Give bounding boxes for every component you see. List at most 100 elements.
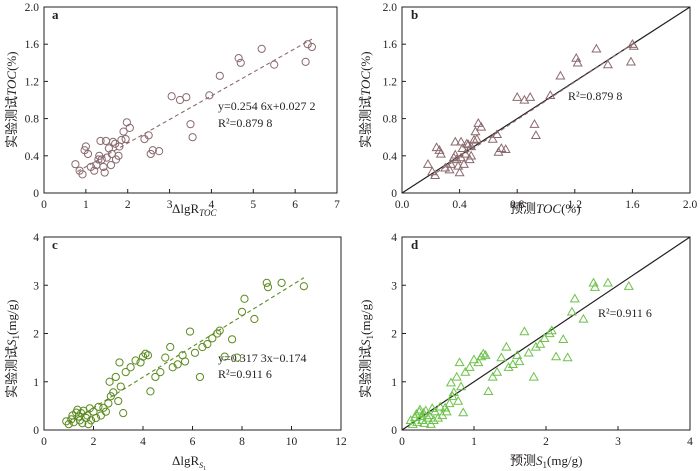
panel-d-point xyxy=(453,395,464,405)
panel-c-point xyxy=(250,314,259,324)
panel-a-equation: y=0.254 6x+0.027 2 xyxy=(218,99,316,113)
panel-c-point xyxy=(111,372,120,382)
panel-d-point xyxy=(420,405,431,415)
panel-a-r2: R²=0.879 8 xyxy=(218,116,272,130)
svg-text:预测TOC(%): 预测TOC(%) xyxy=(510,201,581,216)
panel-b-identity-line xyxy=(401,6,691,194)
panel-c-point xyxy=(263,283,273,292)
panel-b-ytick-label: 1.6 xyxy=(383,39,398,51)
panel-c-point xyxy=(69,418,78,427)
panel-d-r2: R²=0.911 6 xyxy=(598,306,652,320)
panel-d-point xyxy=(427,403,438,412)
panel-b-xtick-label: 0.8 xyxy=(510,199,525,211)
panel-d-point xyxy=(454,357,465,367)
panel-d-point xyxy=(578,313,589,323)
panel-c-point xyxy=(67,415,76,424)
panel-d-point xyxy=(432,412,444,422)
panel-b-point xyxy=(435,148,446,158)
panel-b-xtick-label: 0.4 xyxy=(452,199,467,211)
panel-d-point xyxy=(558,334,569,343)
panel-c-point xyxy=(185,327,195,336)
panel-a-point xyxy=(97,155,106,164)
panel-a-point xyxy=(117,135,126,145)
panel-b-ytick-label: 1.2 xyxy=(383,76,398,88)
panel-a-point xyxy=(83,149,93,159)
panel-b-point xyxy=(491,129,503,139)
panel-d-ytick-label: 0 xyxy=(391,425,397,437)
panel-c-point xyxy=(101,407,110,416)
panel-a-point xyxy=(148,146,157,155)
svg-text:实验测试S1(mg/g): 实验测试S1(mg/g) xyxy=(4,300,21,398)
panel-d-point xyxy=(468,354,480,364)
panel-d-point xyxy=(407,419,418,428)
panel-b-point xyxy=(555,70,566,80)
panel-c-point xyxy=(114,396,123,406)
panel-c-point xyxy=(143,351,153,360)
panel-a-xtick-label: 6 xyxy=(292,199,298,211)
panel-b-fit-line xyxy=(430,43,633,177)
panel-d-xtick-label: 1 xyxy=(471,436,477,448)
panel-c: c y=0.317 3x−0.174 R²=0.911 6 实验测试S1(mg/… xyxy=(4,232,347,471)
panel-b-point xyxy=(422,158,433,168)
panel-b-point xyxy=(444,164,455,174)
panel-c-xtick-label: 8 xyxy=(239,436,245,448)
panel-d-point xyxy=(566,306,577,316)
panel-d-point xyxy=(539,333,550,342)
svg-text:预测S1(mg/g): 预测S1(mg/g) xyxy=(510,453,582,470)
panel-d-ytick-label: 2 xyxy=(391,329,397,341)
panel-c-point xyxy=(203,340,212,349)
panel-a-frame xyxy=(43,6,338,194)
panel-c-point xyxy=(173,360,182,369)
panel-a-point xyxy=(257,44,266,53)
panel-d-point xyxy=(523,347,534,357)
panel-b-point xyxy=(572,57,583,67)
panel-b-point xyxy=(545,90,556,99)
panel-a-point xyxy=(119,127,128,136)
panel-b-point xyxy=(445,158,457,168)
panel-d-ytick-label: 3 xyxy=(391,280,397,292)
panel-d-identity-line xyxy=(401,236,691,431)
panel-a-point xyxy=(99,162,108,172)
panel-b-point xyxy=(530,130,541,139)
svg-text:实验测试TOC(%): 实验测试TOC(%) xyxy=(358,51,373,148)
panel-b-point xyxy=(602,59,613,69)
panel-b-point xyxy=(460,148,471,158)
panel-a-point xyxy=(96,136,105,146)
panel-a-point xyxy=(307,42,316,52)
panel-c-xtick-label: 6 xyxy=(190,436,196,448)
panel-d-point xyxy=(414,404,426,414)
panel-a-point xyxy=(71,160,80,169)
panel-d-point xyxy=(512,350,523,359)
panel-a-point xyxy=(125,123,134,133)
panel-c-point xyxy=(126,363,135,372)
panel-c-point xyxy=(299,282,308,291)
panel-d-point xyxy=(483,386,494,396)
panel-d-point xyxy=(519,326,530,336)
panel-a-xtick-label: 2 xyxy=(125,199,131,211)
panel-c-xtick-label: 10 xyxy=(286,436,298,448)
panel-a-point xyxy=(188,133,197,142)
panel-d-point xyxy=(445,377,457,387)
panel-a-point xyxy=(270,60,279,69)
panel-d-point xyxy=(491,366,503,376)
panel-a-point xyxy=(186,120,195,129)
panel-b-xtick-label: 0.0 xyxy=(395,199,410,211)
panel-d-xlabel: 预测S1(mg/g) xyxy=(510,453,582,470)
panel-c-xtick-label: 12 xyxy=(335,436,347,448)
panel-c-point xyxy=(131,356,140,365)
panel-c-point xyxy=(91,413,101,423)
panel-c-point xyxy=(151,372,160,382)
panel-d-point xyxy=(430,406,441,416)
panel-d-point xyxy=(535,338,546,348)
panel-d-point xyxy=(569,293,580,303)
panel-a-point xyxy=(144,131,153,140)
panel-c-point xyxy=(156,368,165,377)
panel-b-xtick-label: 1.6 xyxy=(625,199,640,211)
panel-c-point xyxy=(262,278,271,287)
panel-a-point xyxy=(236,58,245,67)
panel-b-frame xyxy=(401,6,691,194)
panel-c-point xyxy=(208,334,217,343)
panel-b-point xyxy=(487,133,498,143)
panel-b-point xyxy=(512,92,523,101)
panel-c-xtick-label: 2 xyxy=(91,436,97,448)
